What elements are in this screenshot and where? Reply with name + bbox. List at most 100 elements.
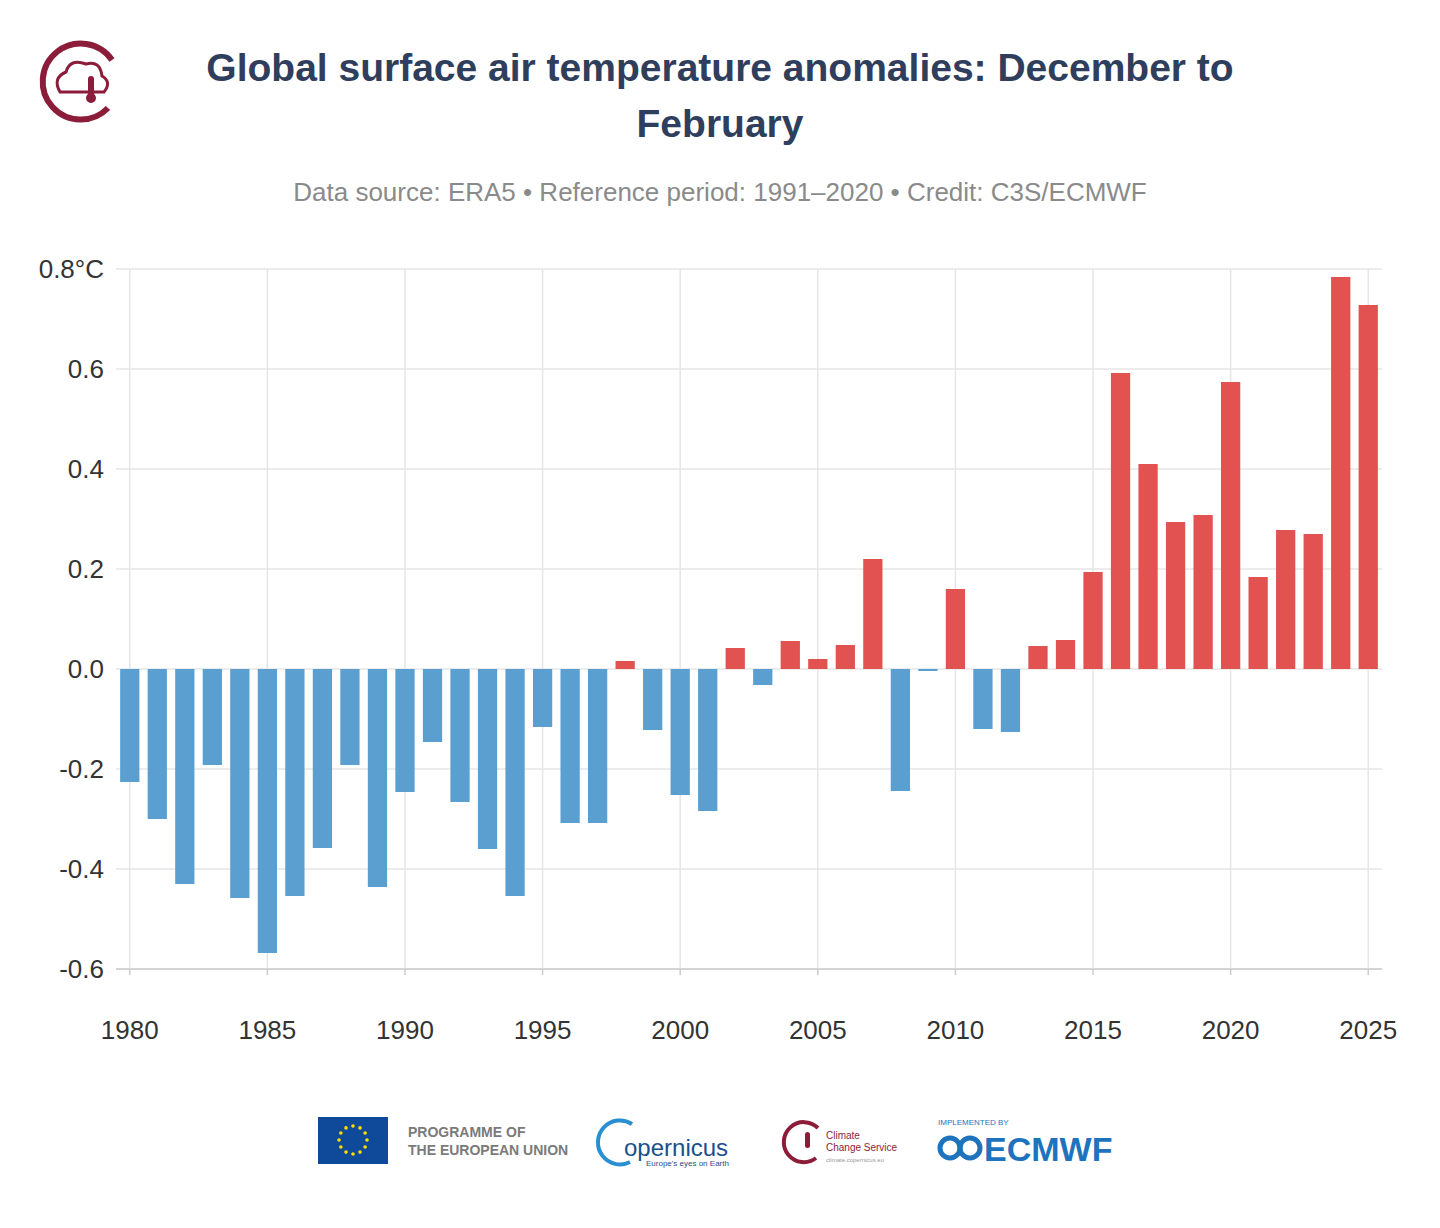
eu-star — [358, 1126, 362, 1130]
bar — [891, 669, 910, 791]
x-tick — [542, 969, 544, 975]
eu-star — [363, 1145, 367, 1149]
x-tick — [404, 969, 406, 975]
ecmwf-top: IMPLEMENTED BY — [938, 1118, 1009, 1127]
y-grid — [116, 268, 1382, 270]
ecmwf-mark — [940, 1138, 960, 1158]
x-tick — [267, 969, 269, 975]
eu-star — [363, 1131, 367, 1135]
copernicus-tagline: Europe's eyes on Earth — [646, 1159, 729, 1168]
x-tick-label: 2000 — [651, 1015, 709, 1045]
bar — [258, 669, 277, 953]
x-grid — [404, 269, 406, 969]
x-tick-label: 2025 — [1339, 1015, 1397, 1045]
logo-thermo-bulb — [86, 93, 96, 103]
eu-star — [351, 1124, 355, 1128]
x-tick-label: 2020 — [1202, 1015, 1260, 1045]
bar — [395, 669, 414, 792]
c3s-url: climate.copernicus.eu — [826, 1157, 884, 1163]
bar — [1028, 646, 1047, 669]
eu-star — [358, 1150, 362, 1154]
y-grid — [116, 468, 1382, 470]
bar — [781, 641, 800, 669]
x-grid — [679, 269, 681, 969]
x-tick — [1230, 969, 1232, 975]
eu-star — [339, 1145, 343, 1149]
bar — [1304, 534, 1323, 669]
bar — [973, 669, 992, 729]
y-tick-label: 0.2 — [68, 554, 104, 584]
y-grid — [116, 668, 1382, 670]
y-grid — [116, 568, 1382, 570]
y-tick-label: -0.4 — [59, 854, 104, 884]
y-grid — [116, 768, 1382, 770]
bar — [726, 648, 745, 669]
y-grid — [116, 968, 1382, 970]
bar — [368, 669, 387, 887]
bar — [1166, 522, 1185, 669]
c3s-arc — [784, 1122, 818, 1162]
y-tick-label: 0.8°C — [39, 254, 104, 284]
copernicus-text: opernicus — [624, 1134, 728, 1161]
bar — [946, 589, 965, 669]
eu-text: PROGRAMME OF — [408, 1124, 526, 1140]
bar — [1276, 530, 1295, 669]
x-tick-label: 2015 — [1064, 1015, 1122, 1045]
x-tick — [679, 969, 681, 975]
y-grid — [116, 868, 1382, 870]
logo-icon — [43, 44, 112, 120]
bar — [698, 669, 717, 811]
bar — [560, 669, 579, 823]
footer: PROGRAMME OFTHE EUROPEAN UNIONopernicusE… — [318, 1117, 1112, 1168]
ecmwf-text: ECMWF — [984, 1130, 1112, 1168]
x-tick-label: 1990 — [376, 1015, 434, 1045]
x-tick-label: 1980 — [101, 1015, 159, 1045]
title: Global surface air temperature anomalies… — [170, 40, 1270, 152]
bar — [753, 669, 772, 685]
x-tick-label: 1985 — [238, 1015, 296, 1045]
subtitle: Data source: ERA5 • Reference period: 19… — [293, 177, 1147, 207]
y-tick-label: 0.4 — [68, 454, 104, 484]
bar — [918, 669, 937, 671]
bar — [505, 669, 524, 896]
x-tick — [817, 969, 819, 975]
y-tick-label: 0.0 — [68, 654, 104, 684]
bar — [450, 669, 469, 802]
bar — [1249, 577, 1268, 669]
chart: Data source: ERA5 • Reference period: 19… — [0, 0, 1440, 1228]
eu-star — [337, 1138, 341, 1142]
bar — [1331, 277, 1350, 669]
bar — [863, 559, 882, 669]
bar — [203, 669, 222, 765]
y-tick-label: -0.2 — [59, 754, 104, 784]
x-tick-label: 2010 — [926, 1015, 984, 1045]
bar — [423, 669, 442, 742]
eu-star — [344, 1150, 348, 1154]
bar — [148, 669, 167, 819]
bar — [340, 669, 359, 765]
bar — [285, 669, 304, 896]
bar — [478, 669, 497, 849]
bar — [175, 669, 194, 884]
eu-star — [351, 1152, 355, 1156]
bar — [1138, 464, 1157, 669]
eu-star — [339, 1131, 343, 1135]
x-grid — [542, 269, 544, 969]
bar — [533, 669, 552, 727]
bar — [643, 669, 662, 730]
y-grid — [116, 368, 1382, 370]
logo-arc — [43, 44, 112, 120]
eu-text: THE EUROPEAN UNION — [408, 1142, 568, 1158]
ecmwf-mark — [960, 1138, 980, 1158]
x-grid — [817, 269, 819, 969]
x-tick — [1367, 969, 1369, 975]
bar — [1359, 305, 1378, 669]
logo-cloud — [57, 62, 107, 92]
bar — [588, 669, 607, 823]
x-tick — [955, 969, 957, 975]
x-grid — [129, 269, 131, 969]
bar — [1056, 640, 1075, 669]
eu-star — [365, 1138, 369, 1142]
bar — [616, 661, 635, 669]
bar — [313, 669, 332, 848]
